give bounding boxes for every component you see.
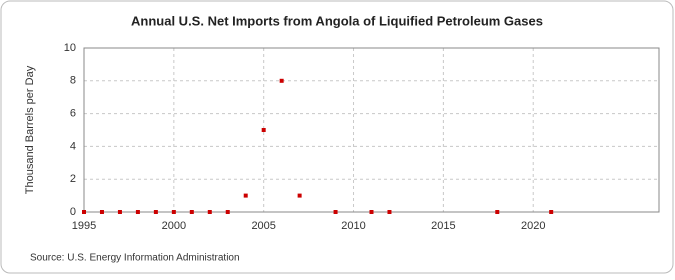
point xyxy=(333,210,338,214)
point xyxy=(243,193,248,198)
point xyxy=(82,210,86,214)
point xyxy=(279,78,284,83)
point xyxy=(171,210,176,214)
y-axis-label: Thousand Barrels per Day xyxy=(24,65,36,194)
point xyxy=(549,210,554,214)
point xyxy=(387,210,392,214)
y-tick-label: 0 xyxy=(70,206,76,218)
point xyxy=(225,210,230,214)
point xyxy=(99,210,104,214)
point xyxy=(117,210,122,214)
chart-title: Annual U.S. Net Imports from Angola of L… xyxy=(131,13,543,28)
point xyxy=(297,193,302,198)
point xyxy=(189,210,194,214)
x-tick-label: 1995 xyxy=(72,220,96,232)
point xyxy=(135,210,140,214)
point xyxy=(153,210,158,214)
x-tick-label: 2015 xyxy=(431,220,455,232)
x-tick-label: 2020 xyxy=(521,220,545,232)
y-tick-label: 4 xyxy=(70,140,76,152)
point xyxy=(495,210,500,214)
point xyxy=(207,210,212,214)
y-tick-label: 2 xyxy=(70,173,76,185)
source: Source: U.S. Energy Information Administ… xyxy=(30,253,240,264)
point xyxy=(369,210,374,214)
y-tick-label: 8 xyxy=(70,75,76,87)
x-tick-label: 2005 xyxy=(251,220,275,232)
x-tick-label: 2010 xyxy=(341,220,365,232)
y-tick-label: 6 xyxy=(70,108,76,120)
panel xyxy=(0,0,674,274)
point xyxy=(261,128,266,132)
x-tick-label: 2000 xyxy=(162,220,186,232)
y-tick-label: 10 xyxy=(64,42,76,54)
